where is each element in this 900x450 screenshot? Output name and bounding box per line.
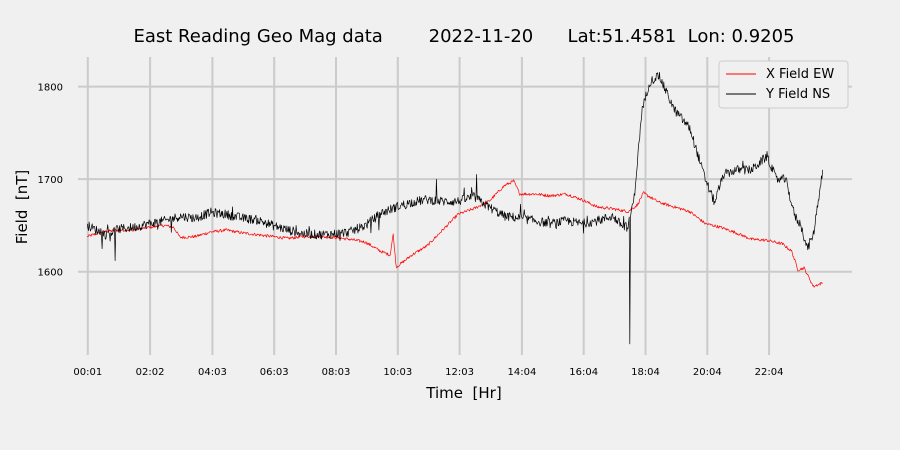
grid xyxy=(78,57,852,355)
series-line-y-field xyxy=(86,71,823,345)
y-tick-labels: 1600 1700 1800 xyxy=(38,83,63,279)
x-tick-label: 12:03 xyxy=(445,367,474,378)
y-tick-label: 1700 xyxy=(38,175,63,186)
x-tick-label: 18:04 xyxy=(631,367,660,378)
y-axis-label: Field [nT] xyxy=(13,170,31,245)
x-tick-label: 04:03 xyxy=(198,367,227,378)
x-tick-label: 20:04 xyxy=(693,367,722,378)
y-tick-label: 1600 xyxy=(38,268,63,279)
chart-title: East Reading Geo Mag data 2022-11-20 Lat… xyxy=(133,26,794,47)
x-tick-label: 08:03 xyxy=(322,367,351,378)
x-tick-label: 10:03 xyxy=(383,367,412,378)
x-tick-label: 14:04 xyxy=(507,367,536,378)
x-tick-label: 06:03 xyxy=(260,367,289,378)
series-lines xyxy=(86,71,823,345)
x-tick-label: 00:01 xyxy=(73,367,102,378)
x-tick-labels: 00:01 02:02 04:03 06:03 08:03 10:03 12:03 14:04… xyxy=(73,367,783,378)
legend-label-y-field: Y Field NS xyxy=(765,87,830,102)
x-tick-label: 22:04 xyxy=(755,367,784,378)
legend: X Field EW Y Field NS xyxy=(718,60,849,109)
legend-box xyxy=(718,60,849,109)
series-line-x-field xyxy=(87,179,823,288)
x-tick-label: 02:02 xyxy=(136,367,165,378)
legend-label-x-field: X Field EW xyxy=(766,67,834,82)
x-tick-label: 16:04 xyxy=(569,367,598,378)
x-axis-label: Time [Hr] xyxy=(425,384,501,402)
y-tick-label: 1800 xyxy=(38,83,63,94)
